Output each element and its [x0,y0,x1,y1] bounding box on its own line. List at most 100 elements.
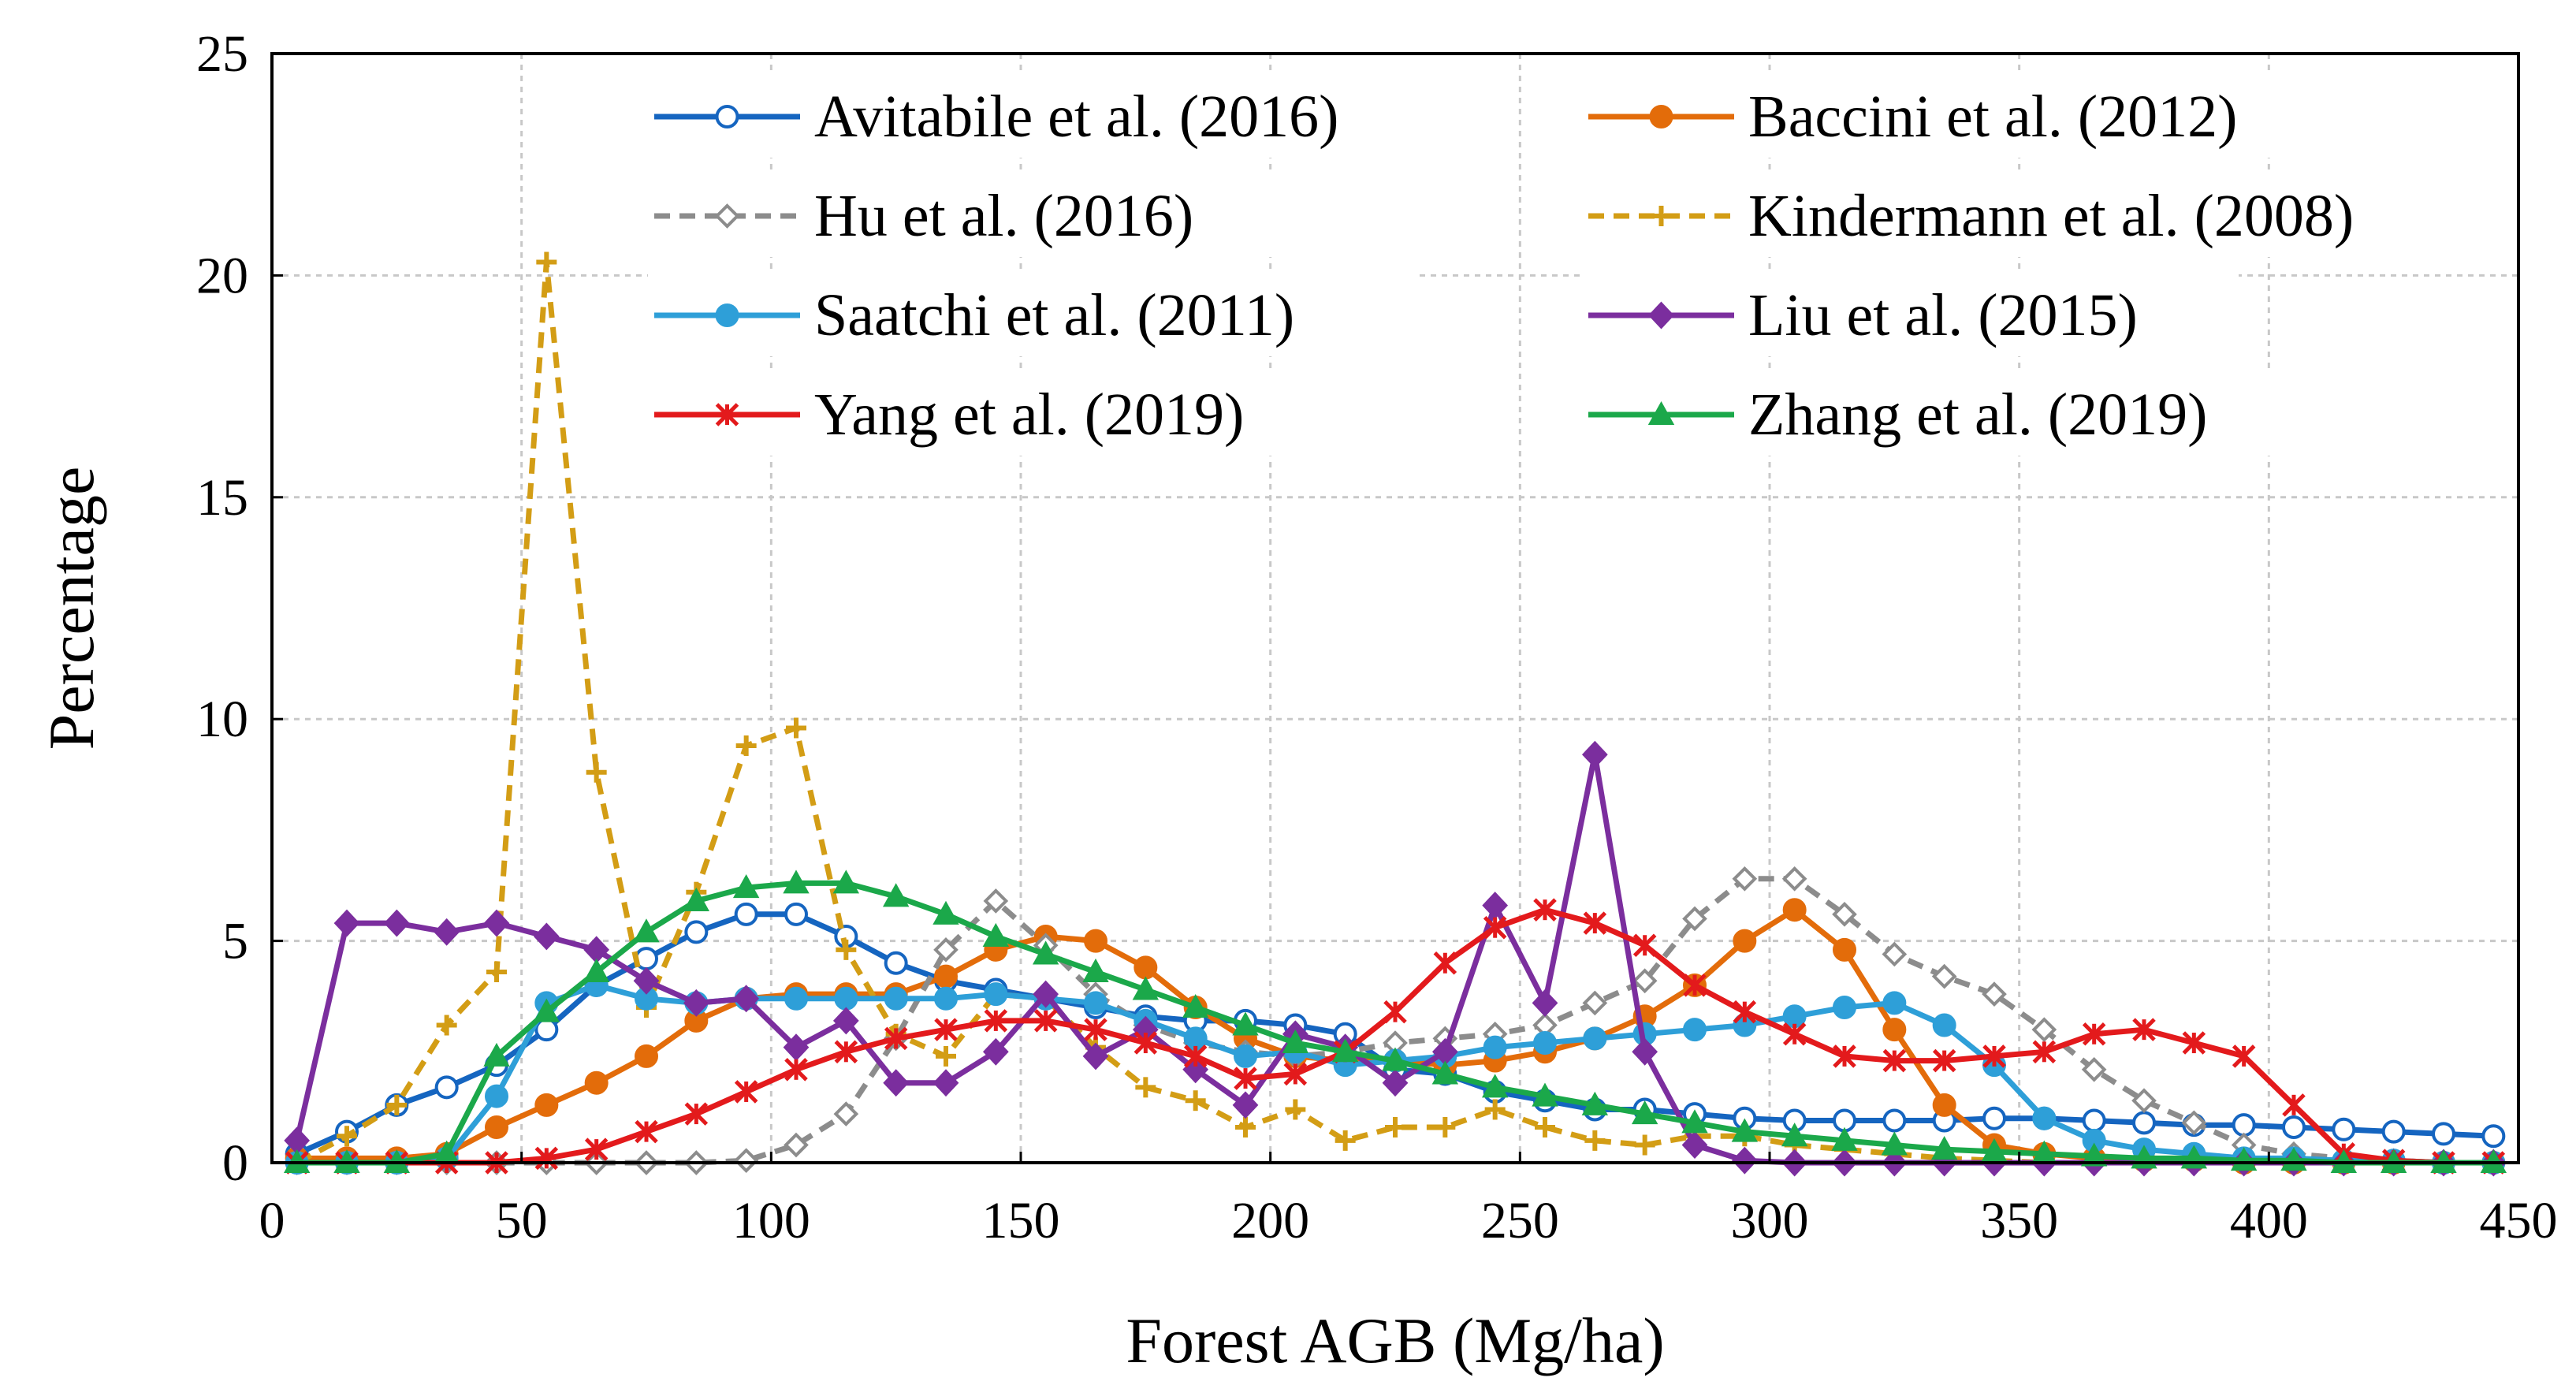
legend: Avitabile et al. (2016) Baccini et al. (2… [648,71,2437,456]
legend-swatch-marker [714,203,740,229]
data-point [2282,1115,2306,1139]
data-point [333,909,360,937]
data-point [1781,1123,1808,1147]
gridlines [272,54,2518,1163]
data-point [633,966,660,995]
data-point [436,1015,457,1036]
data-point [1681,1131,1708,1159]
data-point [485,1115,508,1139]
data-point [1582,990,1608,1016]
x-tick-label: 150 [982,1192,1060,1249]
data-point [1832,902,1857,927]
data-point [2481,1124,2506,1149]
tick-labels: 0 50 100 150 200 250 300 350 400 450 0 5 10 15 20 25 [196,25,2558,1249]
series-7 [283,869,2507,1173]
data-point [784,1058,808,1082]
data-point [2432,1122,2455,1146]
data-point [1532,989,1558,1017]
data-point [783,869,810,894]
data-point [784,986,808,1011]
data-point [1583,1026,1607,1051]
data-point [1185,1090,1206,1111]
legend-entry: Saatchi et al. (2011) [648,270,1418,356]
plot-frame [270,52,2520,1164]
data-point [1833,996,1856,1020]
data-point [1135,1077,1156,1098]
legend-label: Baccini et al. (2012) [1748,84,2237,150]
data-point [534,1018,559,1042]
data-point [1581,740,1608,769]
data-point [1733,1000,1757,1024]
data-point [483,909,510,937]
data-point [584,1138,609,1161]
data-point [832,1007,859,1035]
data-point [836,939,857,960]
x-tick-label: 250 [1481,1192,1559,1249]
legend-label: Zhang et al. (2019) [1748,382,2207,448]
x-tick-label: 350 [1980,1192,2058,1249]
data-point [1232,1011,1259,1036]
data-point [1134,1031,1158,1055]
data-point [635,1119,658,1144]
legend-entry: Yang et al. (2019) [648,369,1333,456]
data-point [1782,898,1807,922]
data-point [1435,1116,1456,1138]
data-point [984,982,1008,1007]
data-point [534,1093,559,1117]
data-point [1235,1116,1256,1138]
data-point [1982,1106,2006,1130]
data-point [784,1132,809,1158]
data-point [733,985,760,1013]
data-point [1484,1099,1506,1120]
data-point [2381,1119,2406,1144]
data-point [784,902,808,926]
data-point [734,902,758,926]
data-point [2032,1040,2057,1064]
legend-entry: Baccini et al. (2012) [1582,71,2352,158]
data-point [2332,1117,2356,1141]
data-point [1881,1131,1908,1156]
data-point [1382,1069,1409,1097]
data-point [1584,1130,1606,1151]
data-point [1183,1044,1208,1068]
legend-entry: Hu et al. (2016) [648,170,1276,257]
data-point [1132,976,1160,1000]
data-point [984,1009,1008,1033]
x-tick-label: 0 [259,1192,285,1249]
legend-label: Avitabile et al. (2016) [814,84,1338,150]
data-point [1481,1074,1509,1098]
data-point [533,922,560,951]
data-point [1032,940,1059,965]
legend-swatch-marker [1651,206,1672,226]
data-point [884,951,908,975]
data-point [882,883,910,907]
x-axis-title: Forest AGB (Mg/ha) [1126,1305,1664,1376]
legend-entry: Liu et al. (2015) [1582,270,2239,356]
data-point [633,918,660,943]
data-point [933,937,959,963]
data-point [983,888,1009,914]
data-point [832,869,860,894]
data-point [434,1075,459,1100]
data-point [1134,955,1158,980]
data-point [833,1101,859,1126]
data-point [1882,941,1908,967]
data-point [2232,1044,2256,1068]
legend-label: Saatchi et al. (2011) [814,282,1294,348]
data-point [1731,1146,1758,1175]
data-point [1483,1035,1507,1059]
legend-label: Yang et al. (2019) [814,382,1244,448]
legend-label: Kindermann et al. (2008) [1748,183,2354,249]
data-point [584,1070,609,1095]
legend-entry-bg [648,170,1276,257]
data-point [1931,963,1957,989]
data-point [486,961,507,982]
legend-label: Hu et al. (2016) [814,183,1193,249]
data-point [683,989,709,1017]
data-point [1781,866,1807,892]
data-point [483,1042,510,1067]
data-point [1632,968,1658,994]
data-point [1182,993,1209,1018]
legend-label: Liu et al. (2015) [1748,282,2138,348]
x-tick-label: 450 [2480,1192,2558,1249]
